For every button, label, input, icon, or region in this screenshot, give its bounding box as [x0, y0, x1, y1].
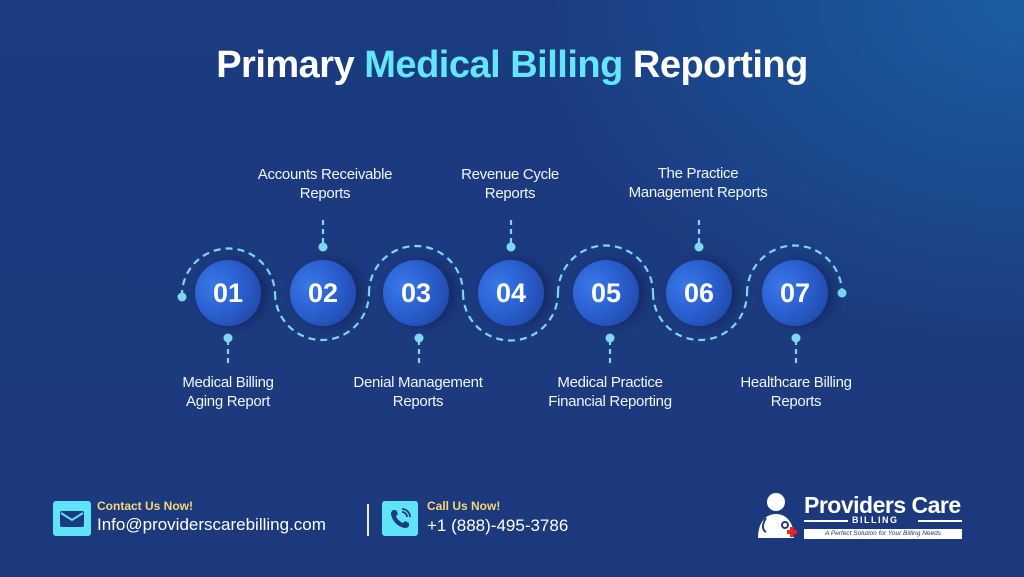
phone-icon: [382, 501, 418, 536]
title-accent: Medical Billing: [364, 44, 623, 86]
step-number: 05: [590, 277, 622, 308]
logo-sub: BILLING: [852, 515, 899, 525]
step-number: 06: [683, 277, 715, 308]
page-title: Primary Medical Billing Reporting: [0, 44, 1024, 87]
step-number: 07: [779, 277, 811, 308]
step-06-label: The Practice Management Reports: [628, 165, 768, 201]
title-prefix: Primary: [216, 44, 365, 86]
step-number: 03: [400, 277, 432, 308]
logo-line-right: [918, 520, 962, 522]
step-01-badge: 01: [195, 260, 261, 326]
step-number: 04: [495, 277, 527, 308]
step-02-badge: 02: [290, 260, 356, 326]
title-suffix: Reporting: [622, 44, 808, 86]
doctor-icon: [754, 492, 804, 542]
step-number: 02: [307, 277, 339, 308]
phone-caption: Call Us Now!: [427, 499, 501, 513]
step-07-label: Healthcare Billing Reports: [740, 374, 852, 410]
logo-line-left: [804, 520, 848, 522]
step-02-label: Accounts Receivable Reports: [257, 166, 393, 202]
step-04-label: Revenue Cycle Reports: [461, 166, 559, 202]
step-04-badge: 04: [478, 260, 544, 326]
step-06-badge: 06: [666, 260, 732, 326]
step-01-label: Medical Billing Aging Report: [182, 374, 274, 410]
logo-name: Providers Care: [804, 492, 961, 518]
footer-divider: [367, 504, 369, 536]
email-caption: Contact Us Now!: [97, 499, 193, 513]
logo-tagline: A Perfect Solution for Your Billing Need…: [804, 529, 962, 539]
step-05-label: Medical Practice Financial Reporting: [548, 374, 672, 410]
email-link[interactable]: Info@providerscarebilling.com: [97, 515, 326, 534]
step-07-badge: 07: [762, 260, 828, 326]
envelope-icon: [53, 501, 91, 536]
step-05-badge: 05: [573, 260, 639, 326]
step-number: 01: [212, 277, 244, 308]
step-03-label: Denial Management Reports: [353, 374, 483, 410]
step-03-badge: 03: [383, 260, 449, 326]
phone-link[interactable]: +1 (888)-495-3786: [427, 516, 569, 535]
